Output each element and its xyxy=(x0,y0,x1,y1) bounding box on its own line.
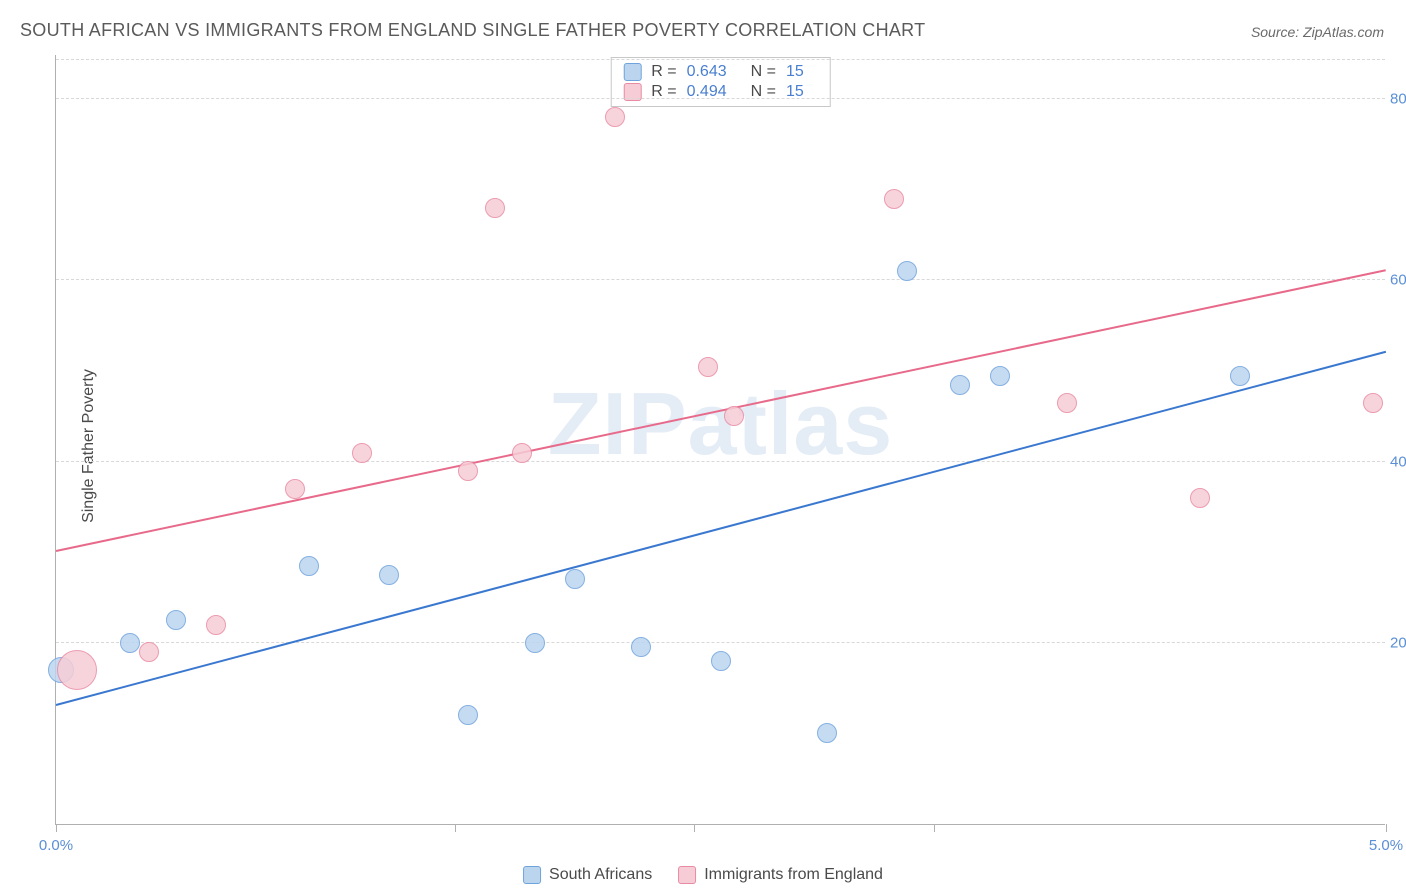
data-point xyxy=(990,366,1010,386)
stats-row-blue: R = 0.643 N = 15 xyxy=(623,62,818,82)
gridline xyxy=(56,59,1385,60)
data-point xyxy=(57,650,97,690)
series-legend: South Africans Immigrants from England xyxy=(523,866,883,884)
gridline xyxy=(56,461,1385,462)
r-value-blue: 0.643 xyxy=(687,63,727,81)
x-tick xyxy=(694,824,695,832)
data-point xyxy=(120,633,140,653)
swatch-blue-icon xyxy=(623,63,641,81)
x-tick xyxy=(1386,824,1387,832)
x-tick xyxy=(455,824,456,832)
data-point xyxy=(512,443,532,463)
chart-title: SOUTH AFRICAN VS IMMIGRANTS FROM ENGLAND… xyxy=(20,20,925,41)
data-point xyxy=(605,107,625,127)
x-tick xyxy=(56,824,57,832)
gridline xyxy=(56,642,1385,643)
data-point xyxy=(724,406,744,426)
data-point xyxy=(817,723,837,743)
data-point xyxy=(139,642,159,662)
data-point xyxy=(206,615,226,635)
y-tick-label: 80.0% xyxy=(1390,91,1406,108)
data-point xyxy=(379,565,399,585)
swatch-pink-icon xyxy=(678,866,696,884)
y-tick-label: 60.0% xyxy=(1390,272,1406,289)
swatch-blue-icon xyxy=(523,866,541,884)
data-point xyxy=(285,479,305,499)
data-point xyxy=(485,198,505,218)
data-point xyxy=(525,633,545,653)
data-point xyxy=(698,357,718,377)
legend-item-pink: Immigrants from England xyxy=(678,866,883,884)
gridline xyxy=(56,98,1385,99)
chart-plot-area: ZIPatlas R = 0.643 N = 15 R = 0.494 N = … xyxy=(55,55,1385,825)
x-tick xyxy=(934,824,935,832)
data-point xyxy=(1230,366,1250,386)
n-label: N = xyxy=(751,63,776,81)
data-point xyxy=(631,637,651,657)
y-tick-label: 20.0% xyxy=(1390,634,1406,651)
data-point xyxy=(950,375,970,395)
data-point xyxy=(299,556,319,576)
data-point xyxy=(565,569,585,589)
data-point xyxy=(1190,488,1210,508)
legend-item-blue: South Africans xyxy=(523,866,652,884)
data-point xyxy=(458,461,478,481)
data-point xyxy=(897,261,917,281)
data-point xyxy=(884,189,904,209)
data-point xyxy=(352,443,372,463)
x-tick-label: 0.0% xyxy=(39,837,73,854)
legend-label-blue: South Africans xyxy=(549,866,652,884)
x-tick-label: 5.0% xyxy=(1369,837,1403,854)
data-point xyxy=(166,610,186,630)
gridline xyxy=(56,279,1385,280)
source-attribution: Source: ZipAtlas.com xyxy=(1251,24,1384,40)
stats-legend-box: R = 0.643 N = 15 R = 0.494 N = 15 xyxy=(610,57,831,107)
data-point xyxy=(1363,393,1383,413)
trend-line xyxy=(56,269,1386,552)
y-tick-label: 40.0% xyxy=(1390,453,1406,470)
r-label: R = xyxy=(651,63,676,81)
legend-label-pink: Immigrants from England xyxy=(704,866,883,884)
n-value-blue: 15 xyxy=(786,63,804,81)
data-point xyxy=(1057,393,1077,413)
data-point xyxy=(458,705,478,725)
data-point xyxy=(711,651,731,671)
